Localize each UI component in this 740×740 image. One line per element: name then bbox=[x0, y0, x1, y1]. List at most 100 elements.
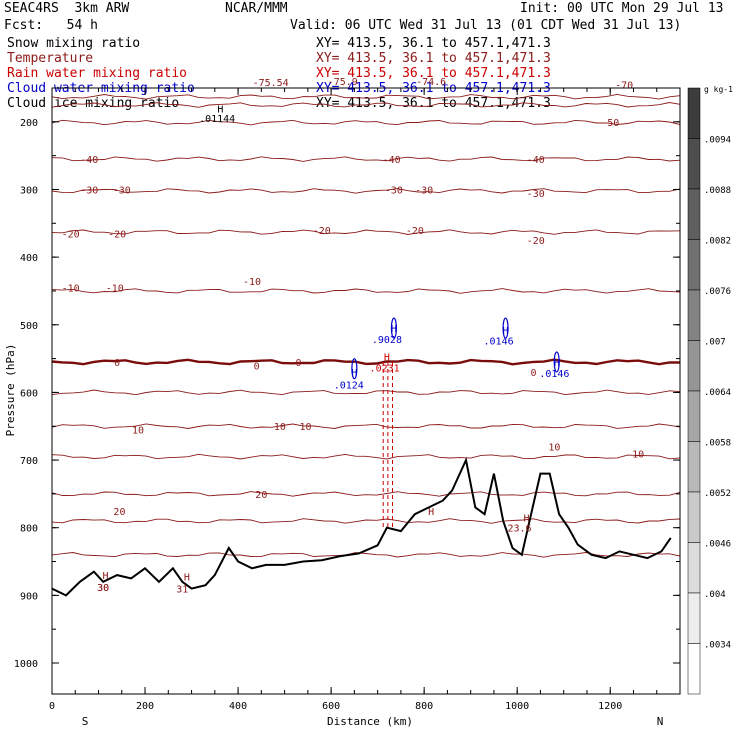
x-tick-label: 400 bbox=[229, 701, 247, 712]
colorbar-cell bbox=[687, 289, 701, 341]
contour-label: 10 bbox=[548, 443, 560, 454]
cloud-water-cell bbox=[553, 351, 560, 373]
colorbar-tick-label: .0094 bbox=[704, 136, 731, 146]
temperature-max-label: 23.6 bbox=[507, 524, 531, 535]
contour-line-30 bbox=[52, 552, 680, 558]
y-tick-label: 600 bbox=[20, 388, 38, 399]
y-tick-label: 800 bbox=[20, 524, 38, 535]
x-tick-label: 600 bbox=[322, 701, 340, 712]
field-xy-rain: XY= 413.5, 36.1 to 457.1,471.3 bbox=[316, 66, 551, 81]
contour-label: -10 bbox=[62, 284, 80, 295]
contour-label: 10 bbox=[274, 422, 286, 433]
contour-line-20 bbox=[52, 518, 680, 524]
cloud-water-max-label: H bbox=[351, 368, 357, 379]
contour-label: 10 bbox=[300, 422, 312, 433]
cloud-water-cell bbox=[502, 317, 509, 339]
colorbar-cell bbox=[687, 87, 701, 139]
temperature-max-label: H bbox=[523, 514, 529, 525]
contour-label: -75.9 bbox=[328, 77, 358, 88]
contour-line-20 bbox=[52, 491, 680, 497]
snow-max-label: H bbox=[217, 104, 223, 115]
contour-line--40 bbox=[52, 156, 680, 162]
contour-label: -50 bbox=[601, 118, 619, 129]
contour-label: 0 bbox=[296, 358, 302, 369]
x-tick-label: 0 bbox=[49, 701, 55, 712]
contour-label: -75.54 bbox=[253, 78, 289, 89]
colorbar-tick-label: .0082 bbox=[704, 237, 731, 247]
rain-max-label: H bbox=[384, 353, 390, 364]
field-name-temperature: Temperature bbox=[7, 51, 94, 66]
contour-label: -20 bbox=[313, 226, 331, 237]
field-xy-temperature: XY= 413.5, 36.1 to 457.1,471.3 bbox=[316, 51, 551, 66]
contour-line-0 bbox=[52, 358, 680, 366]
y-tick-label: 1000 bbox=[14, 659, 38, 670]
contour-label: -30 bbox=[415, 185, 433, 196]
contour-label: -20 bbox=[62, 229, 80, 240]
contour-label: -30 bbox=[527, 189, 545, 200]
valid-time: Valid: 06 UTC Wed 31 Jul 13 (01 CDT Wed … bbox=[290, 18, 682, 33]
colorbar-tick-label: .0064 bbox=[704, 388, 731, 398]
temperature-contours bbox=[52, 93, 680, 558]
contour-line--30 bbox=[52, 188, 680, 194]
field-name-snow: Snow mixing ratio bbox=[7, 36, 141, 51]
cloud-water-max-label: H bbox=[554, 358, 560, 369]
y-tick-label: 400 bbox=[20, 253, 38, 264]
colorbar-cell bbox=[687, 390, 701, 442]
contour-line--10 bbox=[52, 288, 680, 294]
x-tick-label: 200 bbox=[136, 701, 154, 712]
temperature-max-label: H bbox=[184, 572, 190, 583]
temperature-max-label: 30 bbox=[97, 583, 109, 594]
org-label: NCAR/MMM bbox=[225, 1, 288, 16]
terrain-layer bbox=[51, 456, 672, 597]
contour-labels: -75.54 -75.9 -74.6 -70 -50 -40 -40 -40 -30 -30 -30… bbox=[62, 77, 645, 594]
contour-label: -40 bbox=[80, 155, 98, 166]
colorbar-tick-label: .0046 bbox=[704, 540, 731, 550]
field-maxima: H30H31HH23.6H.01144H.0124H.9028H.0146H.0… bbox=[97, 104, 569, 595]
contour-line--70 bbox=[52, 93, 680, 100]
temperature-max-label: H bbox=[102, 571, 108, 582]
contour-label: -40 bbox=[527, 155, 545, 166]
cloud-water-max-label: .9028 bbox=[372, 335, 402, 346]
temperature-max-label: 31 bbox=[176, 585, 188, 596]
cloud-water-cell bbox=[351, 358, 358, 380]
colorbar-tick-label: .0088 bbox=[704, 186, 731, 196]
contour-line-10 bbox=[52, 423, 680, 429]
colorbar: .0094 .0088 .0082 .0076 .007 .0064 .0058 .0052.… bbox=[687, 85, 733, 695]
colorbar-tick-label: .004 bbox=[704, 590, 726, 600]
forecast-hour: Fcst: 54 h bbox=[4, 18, 98, 33]
contour-label: -30 bbox=[385, 185, 403, 196]
y-tick-label: 900 bbox=[20, 591, 38, 602]
temperature-max-label: H bbox=[428, 507, 434, 518]
contour-line--20 bbox=[52, 229, 680, 235]
cloud-water-max-label: .0146 bbox=[539, 369, 569, 380]
terrain-surface-line bbox=[51, 456, 672, 597]
x-tick-label: 800 bbox=[415, 701, 433, 712]
y-tick-label: 700 bbox=[20, 456, 38, 467]
cloud-water-max-label: H bbox=[391, 324, 397, 335]
contour-label: -20 bbox=[406, 226, 424, 237]
contour-label: 0 bbox=[254, 361, 260, 372]
cloud-water-max-label: .0124 bbox=[334, 380, 364, 391]
contour-label: -20 bbox=[527, 236, 545, 247]
colorbar-cell bbox=[687, 239, 701, 291]
x-axis-label: Distance (km) bbox=[327, 715, 413, 728]
cloud-water-max-label: H bbox=[503, 326, 509, 337]
contour-label: -10 bbox=[243, 277, 261, 288]
contour-label: -40 bbox=[383, 155, 401, 166]
contour-label: -10 bbox=[106, 284, 124, 295]
contour-label: 10 bbox=[132, 426, 144, 437]
contour-line-10 bbox=[52, 453, 680, 460]
contour-line--60 bbox=[52, 102, 680, 108]
contour-label: 20 bbox=[255, 490, 267, 501]
x-tick-label: 1000 bbox=[505, 701, 529, 712]
snow-max-label: .01144 bbox=[199, 114, 235, 125]
contour-label: 10 bbox=[632, 449, 644, 460]
colorbar-cell bbox=[687, 643, 701, 695]
contour-line-0 bbox=[52, 389, 680, 396]
y-axis-label: Pressure (hPa) bbox=[4, 344, 17, 437]
x-tick-label: 1200 bbox=[598, 701, 622, 712]
y-tick-label: 500 bbox=[20, 321, 38, 332]
colorbar-cell bbox=[687, 491, 701, 543]
colorbar-cell bbox=[687, 441, 701, 493]
